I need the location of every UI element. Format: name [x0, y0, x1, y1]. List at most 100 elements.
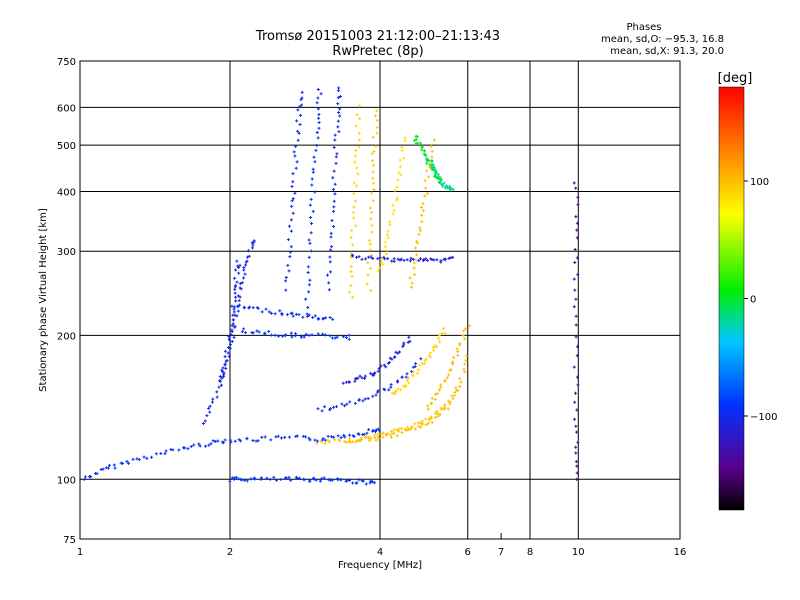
data-point — [387, 388, 391, 392]
data-point — [446, 407, 450, 411]
data-point — [154, 452, 158, 456]
data-point — [427, 417, 431, 421]
data-point — [372, 481, 376, 485]
data-point — [429, 161, 433, 165]
data-point — [371, 256, 375, 260]
data-point — [374, 393, 378, 397]
data-point — [251, 438, 255, 442]
data-point — [357, 439, 361, 443]
data-point — [332, 209, 336, 213]
data-point — [218, 378, 222, 382]
data-point — [337, 111, 341, 115]
data-point — [435, 258, 439, 262]
data-point — [415, 135, 419, 139]
data-point — [242, 265, 246, 269]
data-point — [427, 159, 431, 163]
data-point — [318, 479, 322, 483]
data-point — [186, 447, 190, 451]
data-point — [395, 196, 399, 200]
data-point — [269, 311, 273, 315]
data-point — [244, 263, 248, 267]
chart-subtitle: RwPretec (8p) — [332, 44, 423, 59]
data-point — [392, 259, 396, 263]
data-point — [412, 266, 416, 270]
data-point — [240, 478, 244, 482]
data-point — [436, 173, 440, 177]
data-point — [245, 436, 249, 440]
data-point — [349, 264, 353, 268]
data-point — [400, 145, 404, 149]
data-point — [365, 431, 369, 435]
y-tick-label: 200 — [57, 331, 76, 342]
data-point — [205, 414, 209, 418]
data-point — [234, 475, 238, 479]
data-point — [341, 335, 345, 339]
data-point — [366, 273, 370, 277]
data-point — [419, 206, 423, 210]
data-point — [224, 366, 228, 370]
data-point — [425, 191, 429, 195]
data-point — [307, 283, 311, 287]
data-points — [82, 86, 580, 486]
data-point — [391, 203, 395, 207]
x-tick-label: 7 — [498, 547, 504, 558]
data-point — [339, 436, 343, 440]
data-point — [374, 438, 378, 442]
data-point — [370, 223, 374, 227]
data-point — [316, 107, 320, 111]
data-point — [378, 429, 382, 433]
data-point — [357, 145, 361, 149]
data-point — [425, 169, 429, 173]
data-point — [335, 152, 339, 156]
data-point — [435, 410, 439, 414]
data-point — [391, 391, 395, 395]
data-point — [227, 334, 231, 338]
data-point — [246, 249, 250, 253]
data-point — [422, 362, 426, 366]
data-point — [408, 339, 412, 343]
data-point — [396, 351, 400, 355]
data-point — [311, 170, 315, 174]
data-point — [463, 370, 467, 374]
data-point — [245, 255, 249, 259]
data-point — [407, 428, 411, 432]
data-point — [298, 122, 302, 126]
data-point — [242, 268, 246, 272]
data-point — [369, 266, 373, 270]
data-point — [238, 263, 242, 267]
data-point — [300, 103, 304, 107]
y-tick-label: 500 — [57, 141, 76, 152]
data-point — [375, 109, 379, 113]
data-point — [300, 96, 304, 100]
data-point — [183, 446, 187, 450]
data-point — [364, 257, 368, 261]
data-point — [413, 422, 417, 426]
data-point — [291, 172, 295, 176]
data-point — [234, 284, 238, 288]
data-point — [375, 131, 379, 135]
data-point — [279, 477, 283, 481]
data-point — [430, 149, 434, 153]
data-point — [242, 478, 246, 482]
data-point — [574, 215, 578, 219]
data-point — [355, 481, 359, 485]
data-point — [450, 394, 454, 398]
data-point — [326, 273, 330, 277]
data-point — [207, 406, 211, 410]
data-point — [135, 457, 139, 461]
x-tick-label: 8 — [527, 547, 533, 558]
x-axis-label: Frequency [MHz] — [338, 560, 422, 571]
data-point — [338, 438, 342, 442]
data-point — [386, 257, 390, 261]
data-point — [232, 335, 236, 339]
data-point — [323, 333, 327, 337]
data-point — [308, 438, 312, 442]
data-point — [407, 381, 411, 385]
y-tick-label: 300 — [57, 247, 76, 258]
data-point — [347, 478, 351, 482]
data-point — [397, 171, 401, 175]
y-tick-labels: 75 100 200 300 400 500 600 750 — [57, 57, 76, 546]
data-point — [572, 277, 576, 281]
data-point — [433, 415, 437, 419]
data-point — [393, 355, 397, 359]
